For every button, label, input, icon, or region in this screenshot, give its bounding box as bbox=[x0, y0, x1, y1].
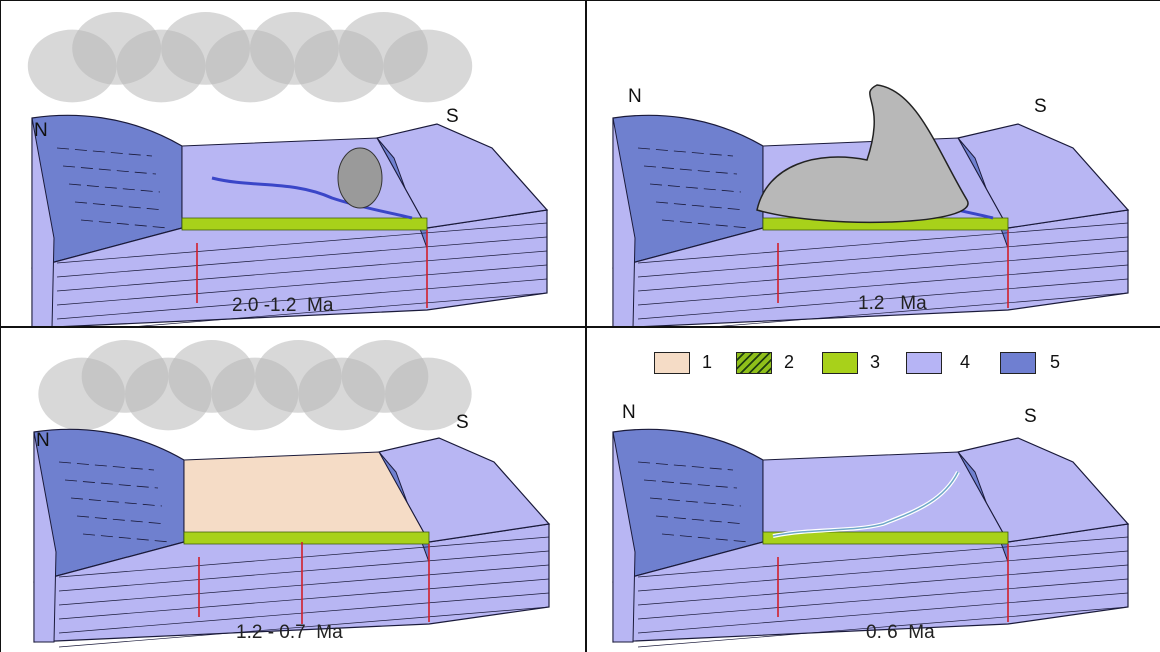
left-face bbox=[33, 431, 57, 643]
fault-trace bbox=[64, 479, 159, 489]
panel-drawing bbox=[612, 84, 1130, 326]
panel-caption: 0. 6 Ma bbox=[866, 622, 935, 643]
cloud-puff bbox=[383, 29, 473, 103]
lowland-deposit bbox=[183, 531, 430, 545]
strata-line bbox=[637, 606, 1129, 648]
strata-line bbox=[637, 264, 1129, 306]
strata-line bbox=[637, 250, 1129, 292]
legend-label-3: 3 bbox=[870, 352, 881, 372]
eruption-cloud bbox=[27, 12, 473, 103]
fault-trace bbox=[76, 515, 167, 525]
fault-trace bbox=[661, 219, 750, 229]
strata-line bbox=[637, 578, 1129, 620]
panel-caption: 2.0 -1.2 Ma bbox=[232, 295, 334, 316]
strata-line bbox=[56, 250, 548, 292]
cloud-puff bbox=[385, 357, 472, 431]
legend-label-5: 5 bbox=[1050, 352, 1061, 372]
strata-line bbox=[719, 292, 1129, 326]
left-border bbox=[0, 0, 1, 652]
top-border bbox=[0, 0, 1160, 1]
fault-trace bbox=[70, 497, 163, 507]
strata-line bbox=[637, 278, 1129, 320]
fault-trace bbox=[649, 183, 742, 193]
north-label: N bbox=[622, 402, 636, 423]
strata-line bbox=[58, 564, 550, 606]
left-face bbox=[612, 431, 636, 643]
fault-trace bbox=[655, 201, 746, 211]
strata-line bbox=[637, 564, 1129, 606]
fault-trace bbox=[58, 461, 155, 471]
legend-label-4: 4 bbox=[960, 352, 971, 372]
legend-swatch-5 bbox=[1000, 352, 1036, 374]
strata-line bbox=[637, 550, 1129, 592]
panel-drawing bbox=[612, 428, 1130, 648]
strata-line bbox=[56, 236, 548, 278]
strata-line bbox=[637, 222, 1129, 264]
fault-trace bbox=[655, 515, 746, 525]
north-label: N bbox=[628, 86, 642, 107]
fault-trace bbox=[56, 147, 153, 157]
fault-trace bbox=[68, 183, 161, 193]
fault-trace bbox=[62, 165, 157, 175]
fault-trace bbox=[80, 219, 169, 229]
legend-label-2: 2 bbox=[784, 352, 795, 372]
fault-trace bbox=[661, 533, 750, 543]
legend-swatch-3 bbox=[822, 352, 858, 374]
panel-1-2-ma bbox=[587, 0, 1160, 326]
horizontal-divider bbox=[0, 326, 1160, 328]
strata-line bbox=[58, 550, 550, 592]
panel-caption: 1.2 - 0.7 Ma bbox=[236, 622, 343, 643]
south-label: S bbox=[456, 412, 469, 433]
strata-line bbox=[138, 292, 548, 326]
south-label: S bbox=[446, 106, 459, 127]
panel-caption: 1.2 Ma bbox=[858, 293, 927, 314]
panel-drawing bbox=[27, 12, 549, 326]
paleo-channel bbox=[211, 176, 413, 220]
fault-trace bbox=[637, 461, 734, 471]
strata-line bbox=[637, 536, 1129, 578]
fault-trace bbox=[637, 147, 734, 157]
panel-drawing bbox=[33, 340, 551, 648]
south-label: S bbox=[1024, 406, 1037, 427]
block-diagram bbox=[612, 428, 1130, 648]
strata-line bbox=[56, 264, 548, 306]
strata-line bbox=[637, 592, 1129, 634]
fault-trace bbox=[82, 533, 171, 543]
river bbox=[772, 471, 959, 537]
north-label: N bbox=[34, 120, 48, 141]
strata-line bbox=[56, 278, 548, 320]
strata-line bbox=[58, 592, 550, 634]
volcanic-plume bbox=[337, 147, 383, 209]
strata-line bbox=[56, 222, 548, 264]
block-diagram bbox=[33, 428, 551, 648]
eruption-cloud bbox=[38, 340, 472, 431]
panel-2-0-1-2-ma bbox=[0, 0, 585, 326]
left-face bbox=[612, 117, 636, 326]
strata-line bbox=[58, 606, 550, 648]
volcanic-edifice bbox=[756, 84, 969, 224]
north-label: N bbox=[36, 430, 50, 451]
panel-1-2-0-7-ma bbox=[0, 328, 585, 652]
lowland-deposit bbox=[181, 217, 428, 231]
legend-swatch-1 bbox=[654, 352, 690, 374]
left-face bbox=[31, 117, 55, 326]
fault-trace bbox=[643, 479, 738, 489]
strata-line bbox=[637, 236, 1129, 278]
legend-swatch-2 bbox=[736, 352, 772, 374]
strata-line bbox=[58, 578, 550, 620]
fault-trace bbox=[643, 165, 738, 175]
legend-label-1: 1 bbox=[702, 352, 713, 372]
panel-0-6-ma bbox=[587, 328, 1160, 652]
strata-line bbox=[58, 536, 550, 578]
fault-trace bbox=[74, 201, 165, 211]
legend-swatch-4 bbox=[906, 352, 942, 374]
south-label: S bbox=[1034, 96, 1047, 117]
fault-trace bbox=[649, 497, 742, 507]
